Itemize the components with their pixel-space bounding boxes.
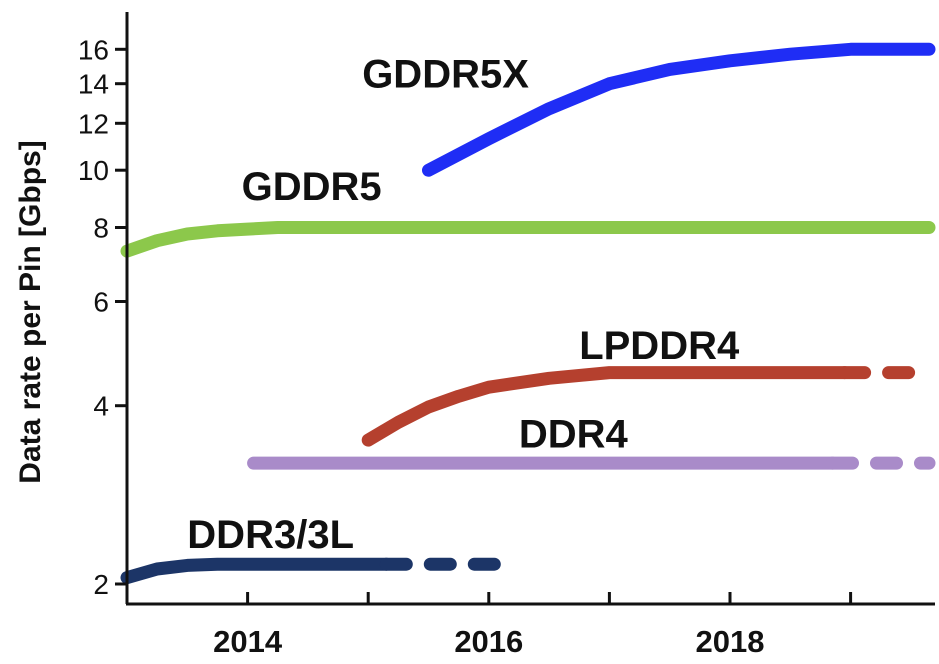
x-tick-label-2014: 2014 [213,624,283,659]
x-tick-label-2018: 2018 [696,624,765,659]
series-line-ddr3-3l-solid-0 [120,557,393,585]
series-line-lpddr4-solid-0 [361,366,852,447]
y-tick-label-12: 12 [78,108,109,139]
y-tick-label-4: 4 [93,391,109,422]
series-label-gddr5: GDDR5 [242,165,382,209]
y-axis-label-group: Data rate per Pin [Gbps] [14,140,47,483]
annotation-layer: GDDR5X GDDR5 LPDDR4 DDR4 DDR3/3L [187,52,740,557]
x-tick-label-2016: 2016 [454,624,523,659]
series-label-lpddr4: LPDDR4 [579,324,740,368]
series-label-ddr3-3l: DDR3/3L [187,513,354,557]
y-tick-label-16: 16 [78,34,109,65]
series-label-ddr4: DDR4 [519,413,629,457]
y-tick-label-2: 2 [93,569,109,600]
series-label-gddr5x: GDDR5X [362,52,529,96]
x-tick-layer: 2014 2016 2018 [213,592,853,659]
series-layer [120,42,936,585]
axes-layer [125,12,935,606]
y-tick-layer: 2 4 6 8 10 12 14 16 [78,34,127,600]
y-tick-label-6: 6 [93,287,109,318]
y-tick-label-10: 10 [78,155,109,186]
series-line-gddr5x-solid-0 [422,42,936,177]
y-tick-label-8: 8 [93,213,109,244]
y-tick-label-14: 14 [78,69,109,100]
series-line-gddr5-solid-0 [120,221,936,258]
y-axis-label: Data rate per Pin [Gbps] [14,140,47,483]
